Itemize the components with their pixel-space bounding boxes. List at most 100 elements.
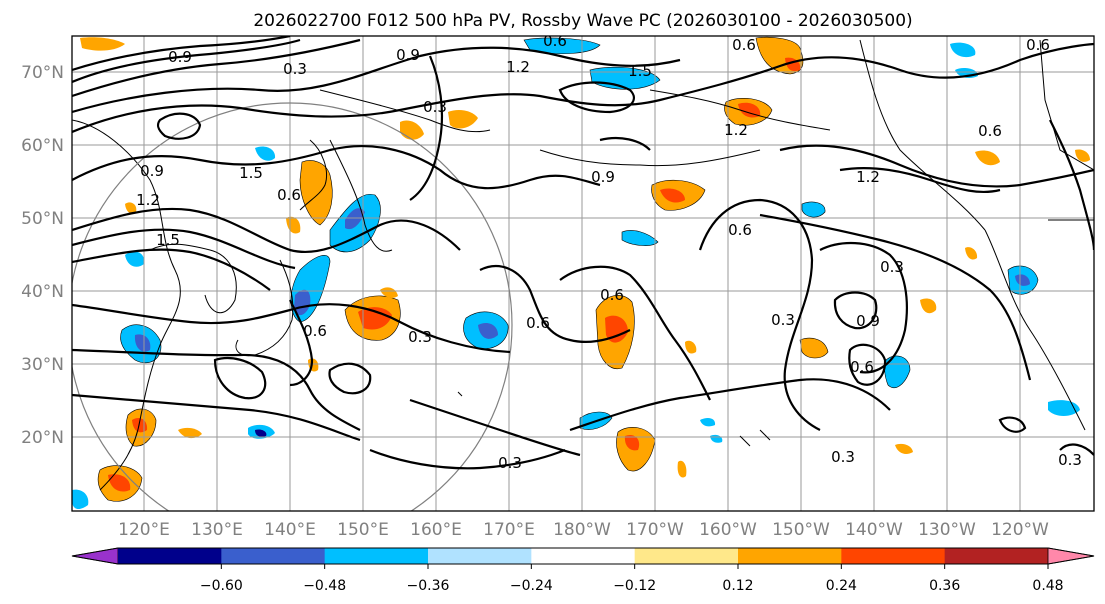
shade-patch — [358, 307, 392, 330]
contour-label: 1.5 — [239, 164, 263, 182]
colorbar-segment — [324, 548, 429, 564]
shade-patch — [345, 208, 365, 230]
lon-label: 120°E — [118, 520, 170, 540]
contour-label: 0.9 — [591, 168, 615, 186]
contour-label: 1.2 — [724, 121, 748, 139]
shade-patch — [700, 417, 716, 427]
lat-label: 30°N — [21, 355, 64, 375]
colorbar: −0.60 −0.48 −0.36 −0.24 −0.12 0.12 0.24 0.36 0.4… — [71, 547, 1095, 594]
contour-label: 0.3 — [880, 258, 904, 276]
shade-patch — [624, 434, 640, 451]
shade-patch — [80, 37, 125, 51]
shade-patch — [108, 474, 131, 492]
shade-patch — [380, 287, 398, 298]
contour-label: 0.9 — [168, 48, 192, 66]
colorbar-segment — [841, 548, 946, 564]
colorbar-ticks: −0.60 −0.48 −0.36 −0.24 −0.12 0.12 0.24 0.36 0.4… — [200, 564, 1064, 594]
lon-label: 150°W — [772, 520, 830, 540]
colorbar-tick-label: 0.12 — [722, 578, 753, 594]
contour-label: 0.6 — [543, 32, 567, 50]
colorbar-tick-label: −0.60 — [200, 578, 243, 594]
contour-label: 0.3 — [498, 454, 522, 472]
lon-label: 130°W — [918, 520, 976, 540]
shade-patch — [895, 443, 913, 454]
lon-label: 170°W — [626, 520, 684, 540]
contour-label: 1.2 — [856, 168, 880, 186]
shade-patch — [448, 110, 478, 129]
shade-patch — [132, 418, 148, 433]
shade-patch — [799, 337, 829, 359]
shade-patch — [660, 188, 685, 203]
contour-label: 0.3 — [831, 448, 855, 466]
contour-label: 0.9 — [856, 312, 880, 330]
lon-label: 160°W — [699, 520, 757, 540]
colorbar-segment — [531, 548, 636, 564]
colorbar-segment — [944, 548, 1049, 564]
colorbar-segment — [428, 548, 532, 564]
contour-label: 0.6 — [728, 221, 752, 239]
shade-patch — [965, 247, 978, 260]
lon-label: 150°E — [337, 520, 389, 540]
lon-label: 140°W — [845, 520, 903, 540]
shade-patch — [975, 150, 1000, 166]
contour-label: 1.5 — [628, 62, 652, 80]
colorbar-tick-label: 0.36 — [929, 578, 960, 594]
contour-label: 0.6 — [1026, 36, 1050, 54]
coastlines — [72, 39, 1094, 491]
reference-circle — [72, 102, 513, 511]
pv-shading — [72, 37, 1090, 510]
longitude-labels: 120°E 130°E 140°E 150°E 160°E 170°E 180°… — [118, 520, 1049, 540]
pv-contours — [72, 36, 1094, 470]
shade-patch — [685, 340, 697, 354]
contour-label: 0.6 — [303, 322, 327, 340]
shade-patch — [1075, 149, 1090, 162]
contour-label: 0.9 — [140, 162, 164, 180]
contour-label: 0.9 — [396, 46, 420, 64]
figure-title: 2026022700 F012 500 hPa PV, Rossby Wave … — [253, 11, 912, 31]
colorbar-segment — [738, 548, 842, 564]
colorbar-tick-label: −0.36 — [407, 578, 450, 594]
lon-label: 160°E — [410, 520, 462, 540]
contour-label: 0.3 — [771, 311, 795, 329]
lat-label: 40°N — [21, 282, 64, 302]
lat-label: 70°N — [21, 63, 64, 83]
contour-label: 0.3 — [283, 60, 307, 78]
lon-label: 140°E — [264, 520, 316, 540]
contour-label: 0.3 — [1058, 451, 1082, 469]
contour-labels: 0.9 0.6 0.6 0.6 1.2 1.5 0.3 0.3 0.9 1.2 … — [136, 32, 1082, 472]
colorbar-segment — [634, 548, 739, 564]
shade-patch — [72, 489, 89, 510]
colorbar-tick-label: 0.48 — [1032, 578, 1063, 594]
lat-label: 50°N — [21, 209, 64, 229]
contour-label: 0.6 — [850, 358, 874, 376]
lon-label: 170°E — [483, 520, 535, 540]
contour-label: 0.6 — [732, 36, 756, 54]
shade-patch — [255, 146, 276, 161]
shade-patch — [299, 160, 333, 226]
colorbar-low-extension — [71, 547, 119, 565]
colorbar-high-extension — [1047, 547, 1095, 565]
colorbar-outline — [71, 547, 1095, 565]
shade-patch — [255, 429, 267, 437]
shade-patch — [134, 334, 151, 352]
colorbar-segments — [118, 548, 1049, 564]
shade-patch — [801, 201, 826, 218]
map-frame — [71, 35, 1095, 512]
shade-patch — [738, 102, 761, 118]
contour-label: 0.6 — [978, 122, 1002, 140]
colorbar-segment — [118, 548, 222, 564]
shade-patch — [950, 42, 976, 58]
colorbar-segment — [221, 548, 326, 564]
contour-label: 1.5 — [156, 231, 180, 249]
contour-label: 0.6 — [600, 286, 624, 304]
shade-patch — [125, 251, 145, 267]
colorbar-tick-label: −0.24 — [510, 578, 553, 594]
contour-label: 0.3 — [408, 328, 432, 346]
contour-label: 0.3 — [423, 98, 447, 116]
map-area: 0.9 0.6 0.6 0.6 1.2 1.5 0.3 0.3 0.9 1.2 … — [72, 32, 1094, 511]
shade-patch — [400, 120, 424, 140]
colorbar-tick-label: −0.48 — [303, 578, 346, 594]
lat-label: 60°N — [21, 136, 64, 156]
shade-patch — [920, 298, 937, 314]
